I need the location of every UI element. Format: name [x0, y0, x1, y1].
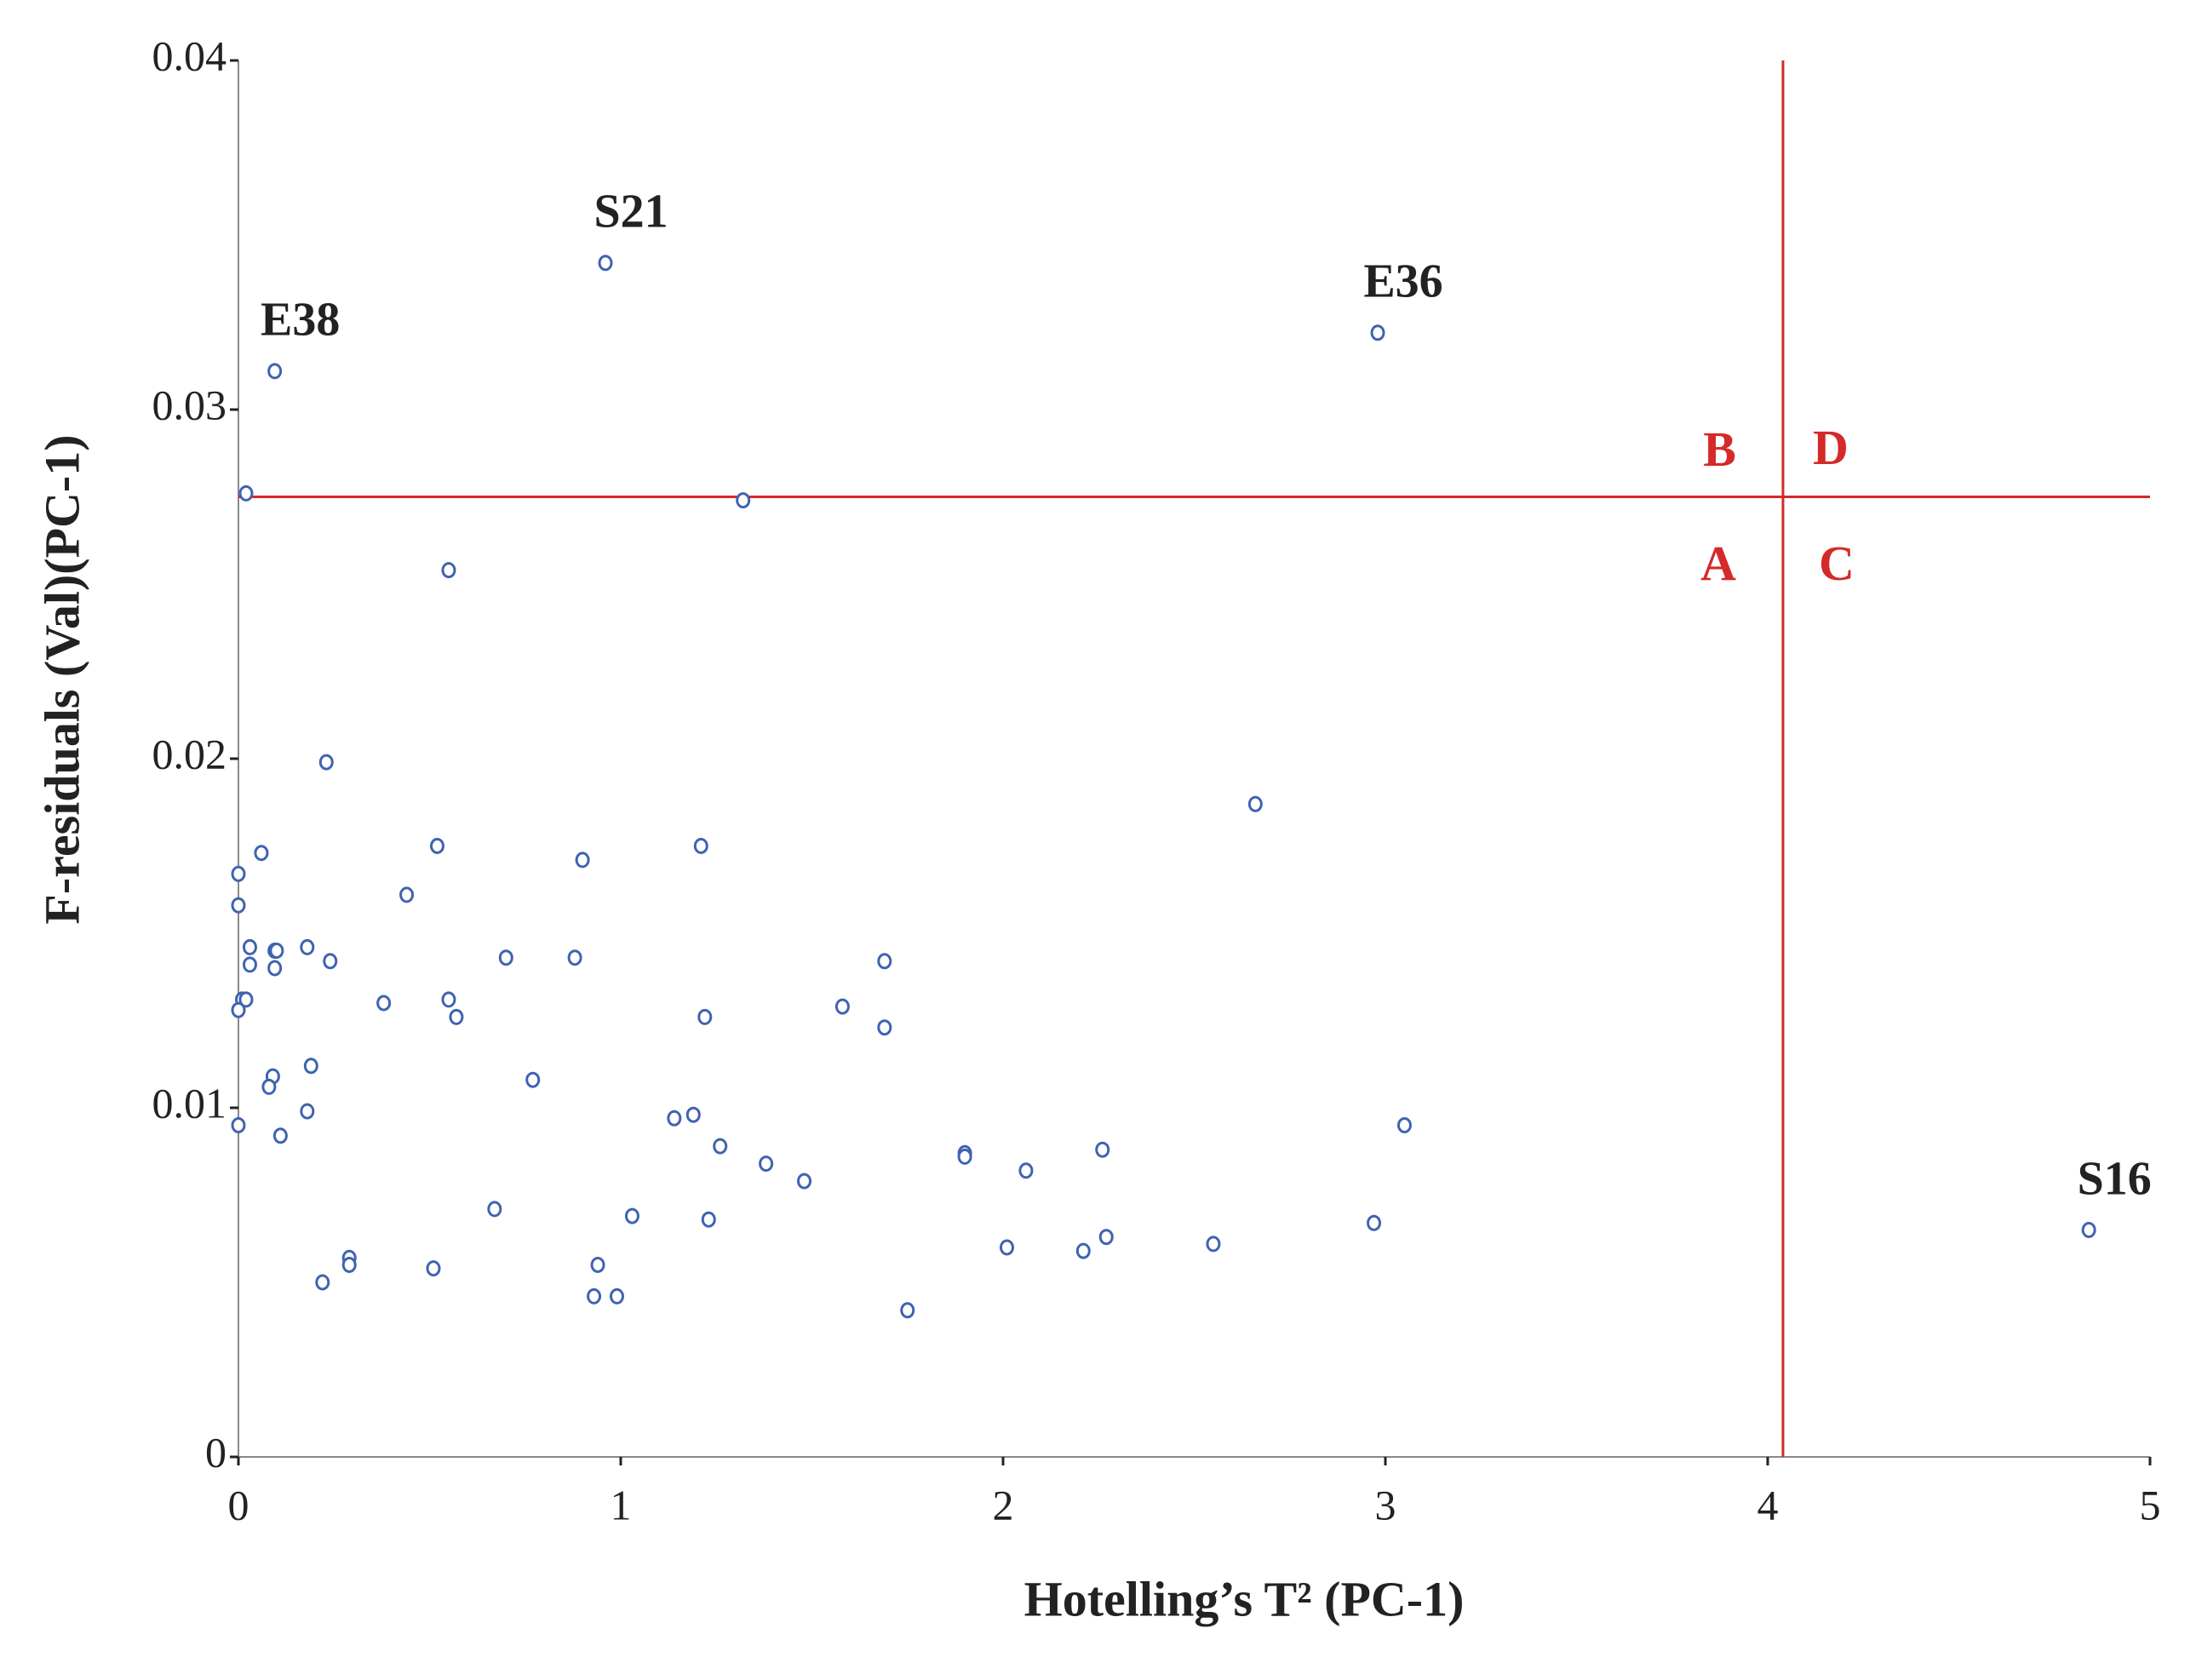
point [242, 938, 257, 955]
point [303, 1058, 318, 1075]
point [1098, 1229, 1114, 1246]
point [697, 1008, 713, 1025]
x-tick-label: 1 [611, 1481, 632, 1528]
point [231, 865, 246, 882]
point [1396, 1117, 1412, 1133]
point [1075, 1242, 1091, 1259]
point [590, 1257, 605, 1273]
point [1367, 1214, 1382, 1231]
point [1018, 1162, 1034, 1179]
point [441, 991, 456, 1008]
point-label: E36 [1363, 255, 1442, 308]
quadrant-label: A [1700, 536, 1736, 591]
point [318, 754, 334, 771]
point [587, 1287, 602, 1304]
y-tick-label: 0.02 [152, 730, 227, 777]
x-tick-label: 3 [1375, 1481, 1396, 1528]
point [242, 956, 257, 973]
point [736, 492, 751, 509]
point [598, 255, 613, 272]
point [267, 363, 283, 380]
point [315, 1274, 330, 1291]
point [713, 1138, 728, 1155]
point [267, 960, 283, 977]
point [2081, 1222, 2096, 1238]
point [900, 1302, 915, 1319]
point-label: S16 [2078, 1152, 2152, 1205]
point [399, 886, 415, 903]
point [667, 1109, 682, 1127]
point [685, 1106, 701, 1123]
point [834, 998, 850, 1015]
quadrant-label: D [1813, 420, 1849, 475]
point [323, 953, 338, 970]
point [238, 485, 254, 502]
point [429, 838, 444, 854]
point-label: E38 [261, 294, 340, 347]
y-axis-title: F-residuals (Val)(PC-1) [34, 434, 89, 924]
point [449, 1008, 464, 1025]
point [426, 1260, 441, 1277]
point [300, 938, 315, 955]
point [254, 845, 269, 862]
quadrant-label: C [1819, 536, 1855, 591]
point [567, 949, 582, 966]
point [999, 1239, 1014, 1256]
point [261, 1078, 277, 1095]
y-tick-label: 0 [205, 1428, 226, 1476]
point-label: S21 [593, 186, 668, 238]
point [272, 1127, 288, 1144]
point [1095, 1141, 1110, 1158]
point [575, 851, 590, 869]
point [610, 1287, 625, 1304]
x-tick-label: 4 [1757, 1481, 1779, 1528]
x-tick-label: 5 [2140, 1481, 2161, 1528]
point [487, 1201, 502, 1218]
x-tick-label: 2 [993, 1481, 1014, 1528]
point [957, 1148, 972, 1165]
point [624, 1207, 639, 1224]
point [759, 1155, 774, 1173]
point [441, 562, 456, 579]
point [877, 953, 892, 970]
point [300, 1103, 315, 1120]
x-tick-label: 0 [228, 1481, 249, 1528]
point [1206, 1236, 1221, 1253]
point [376, 995, 392, 1012]
point [877, 1019, 892, 1036]
point [341, 1257, 357, 1273]
point [797, 1173, 812, 1190]
point [231, 1117, 246, 1133]
point [1370, 324, 1385, 341]
point [525, 1071, 541, 1088]
y-tick-label: 0.04 [152, 32, 227, 79]
point [498, 949, 513, 966]
point [269, 943, 284, 959]
x-axis-title: Hotelling’s T² (PC-1) [1024, 1571, 1465, 1626]
quadrant-label: B [1703, 421, 1736, 477]
point [1247, 795, 1263, 812]
point [231, 897, 246, 914]
y-tick-label: 0.03 [152, 381, 227, 428]
point [238, 991, 254, 1008]
point [701, 1211, 716, 1228]
point [693, 838, 708, 854]
y-tick-label: 0.01 [152, 1079, 227, 1127]
point [231, 1001, 246, 1018]
